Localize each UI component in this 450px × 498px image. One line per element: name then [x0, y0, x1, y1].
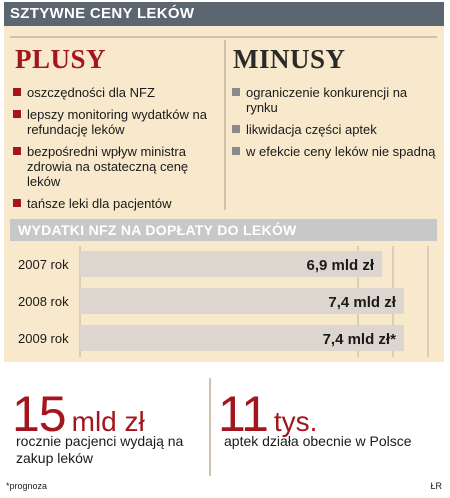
credit: ŁR: [430, 481, 442, 491]
footnote: *prognoza: [6, 481, 48, 491]
bullet-square-icon: [232, 125, 240, 133]
bullet-square-icon: [232, 88, 240, 96]
stat-right-number: 11: [218, 386, 269, 442]
plusy-item: bezpośredni wpływ ministra zdrowia na os…: [13, 144, 218, 189]
chart-data-label: 6,9 mld zł: [307, 257, 375, 274]
chart-bar: [80, 251, 383, 277]
plusy-item-text: oszczędności dla NFZ: [27, 85, 155, 100]
minusy-item-text: w efekcie ceny leków nie spadną: [246, 144, 436, 159]
stat-right-caption: aptek działa obecnie w Polsce: [224, 433, 412, 449]
chart-bar: [80, 288, 404, 314]
stat-left-unit: mld zł: [71, 406, 145, 437]
chart-title-bar: WYDATKI NFZ NA DOPŁATY DO LEKÓW: [10, 219, 437, 241]
chart-data-label: 7,4 mld zł: [328, 294, 396, 311]
column-divider: [224, 40, 226, 210]
panel-top-rule: [10, 36, 437, 38]
stat-right-unit: tys.: [273, 406, 318, 437]
minusy-item-text: ograniczenie konkurencji na rynku: [246, 85, 408, 115]
plusy-list: oszczędności dla NFZ lepszy monitoring w…: [13, 85, 218, 218]
bullet-square-icon: [13, 199, 21, 207]
plusy-item-text: tańsze leki dla pacjentów: [27, 196, 172, 211]
chart-category-label: 2009 rok: [18, 331, 69, 346]
plusy-item: lepszy monitoring wydatków na refundację…: [13, 107, 218, 137]
bullet-square-icon: [13, 147, 21, 155]
bullet-square-icon: [13, 110, 21, 118]
minusy-item: ograniczenie konkurencji na rynku: [232, 85, 440, 115]
stat-right-value: 11 tys.: [218, 385, 317, 443]
chart-title: WYDATKI NFZ NA DOPŁATY DO LEKÓW: [18, 222, 297, 238]
plusy-heading: PLUSY: [15, 44, 107, 74]
page-title: SZTYWNE CENY LEKÓW: [10, 5, 195, 22]
chart-data-label: 7,4 mld zł*: [323, 331, 397, 348]
stat-left-value: 15 mld zł: [12, 385, 145, 443]
stat-left-caption: rocznie pacjenci wydają na zakup leków: [16, 433, 184, 466]
chart-category-label: 2008 rok: [18, 294, 69, 309]
minusy-item: w efekcie ceny leków nie spadną: [232, 144, 440, 159]
plusy-item: tańsze leki dla pacjentów: [13, 196, 218, 211]
minusy-item-text: likwidacja części aptek: [246, 122, 377, 137]
stats-divider: [209, 378, 211, 476]
bullet-square-icon: [13, 88, 21, 96]
title-bar: SZTYWNE CENY LEKÓW: [4, 2, 444, 26]
plusy-item-text: lepszy monitoring wydatków na refundację…: [27, 107, 207, 137]
plusy-item-text: bezpośredni wpływ ministra zdrowia na os…: [27, 144, 189, 189]
minusy-list: ograniczenie konkurencji na rynku likwid…: [232, 85, 440, 166]
minusy-heading: MINUSY: [233, 44, 346, 74]
plusy-item: oszczędności dla NFZ: [13, 85, 218, 100]
chart-bar: [80, 325, 404, 351]
stat-left-number: 15: [12, 386, 67, 442]
bullet-square-icon: [232, 147, 240, 155]
chart-category-label: 2007 rok: [18, 257, 69, 272]
minusy-item: likwidacja części aptek: [232, 122, 440, 137]
